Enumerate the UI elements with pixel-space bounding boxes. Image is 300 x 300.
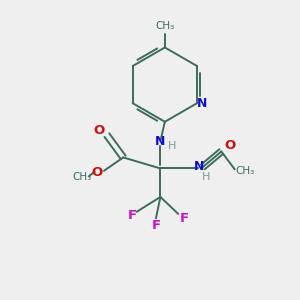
Text: N: N bbox=[155, 135, 166, 148]
Text: CH₃: CH₃ bbox=[236, 166, 255, 176]
Text: F: F bbox=[152, 219, 160, 232]
Text: H: H bbox=[202, 172, 211, 182]
Text: CH₃: CH₃ bbox=[72, 172, 91, 182]
Text: F: F bbox=[128, 209, 137, 222]
Text: O: O bbox=[92, 166, 103, 179]
Text: CH₃: CH₃ bbox=[155, 21, 175, 31]
Text: H: H bbox=[167, 141, 176, 152]
Text: F: F bbox=[180, 212, 189, 225]
Text: N: N bbox=[194, 160, 204, 173]
Text: N: N bbox=[197, 97, 208, 110]
Text: O: O bbox=[94, 124, 105, 137]
Text: O: O bbox=[224, 139, 235, 152]
